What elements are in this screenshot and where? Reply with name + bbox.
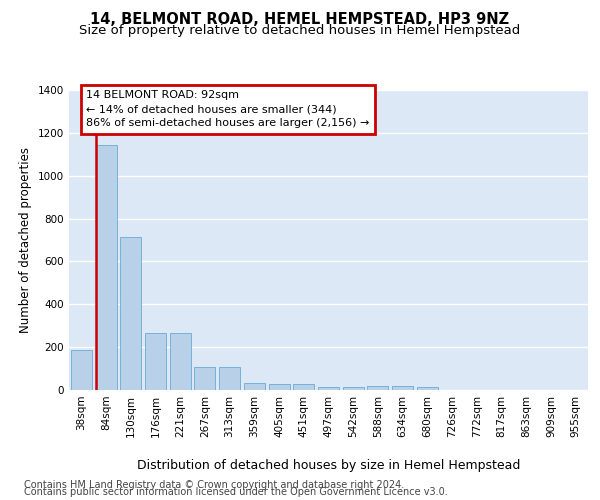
Bar — [194, 367, 215, 390]
Bar — [145, 333, 166, 390]
Bar — [367, 386, 388, 390]
Text: Contains HM Land Registry data © Crown copyright and database right 2024.: Contains HM Land Registry data © Crown c… — [24, 480, 404, 490]
Text: 14 BELMONT ROAD: 92sqm
← 14% of detached houses are smaller (344)
86% of semi-de: 14 BELMONT ROAD: 92sqm ← 14% of detached… — [86, 90, 370, 128]
Bar — [120, 237, 141, 390]
Bar — [293, 384, 314, 390]
Bar — [244, 382, 265, 390]
Text: Contains public sector information licensed under the Open Government Licence v3: Contains public sector information licen… — [24, 487, 448, 497]
Bar — [269, 384, 290, 390]
Text: Distribution of detached houses by size in Hemel Hempstead: Distribution of detached houses by size … — [137, 460, 520, 472]
Text: 14, BELMONT ROAD, HEMEL HEMPSTEAD, HP3 9NZ: 14, BELMONT ROAD, HEMEL HEMPSTEAD, HP3 9… — [91, 12, 509, 28]
Bar — [392, 386, 413, 390]
Bar — [95, 144, 116, 390]
Bar — [318, 387, 339, 390]
Bar — [170, 333, 191, 390]
Text: Size of property relative to detached houses in Hemel Hempstead: Size of property relative to detached ho… — [79, 24, 521, 37]
Bar — [219, 367, 240, 390]
Bar — [71, 350, 92, 390]
Y-axis label: Number of detached properties: Number of detached properties — [19, 147, 32, 333]
Bar — [343, 387, 364, 390]
Bar — [417, 387, 438, 390]
